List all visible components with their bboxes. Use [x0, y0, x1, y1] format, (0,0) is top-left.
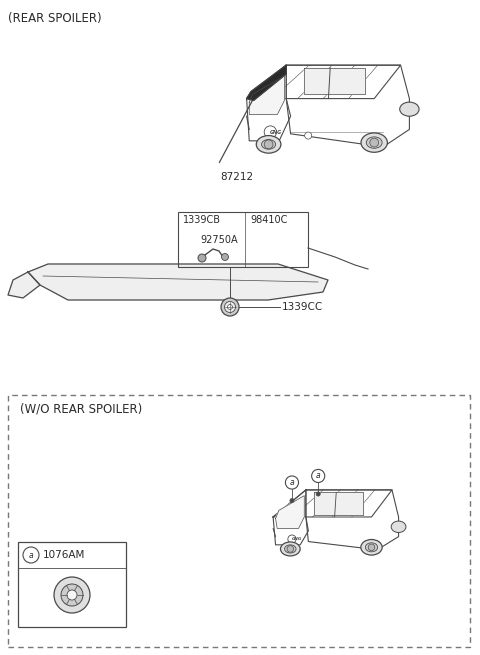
- Text: GNG: GNG: [292, 537, 302, 541]
- Ellipse shape: [256, 136, 281, 153]
- Text: (W/O REAR SPOILER): (W/O REAR SPOILER): [20, 402, 142, 415]
- Circle shape: [221, 253, 228, 261]
- Text: 1339CB: 1339CB: [183, 215, 221, 225]
- Circle shape: [305, 132, 312, 139]
- Polygon shape: [28, 264, 328, 300]
- Text: 98410C: 98410C: [250, 215, 288, 225]
- Ellipse shape: [366, 137, 382, 148]
- Circle shape: [228, 305, 232, 310]
- Circle shape: [54, 577, 90, 613]
- Circle shape: [264, 126, 276, 138]
- Polygon shape: [276, 496, 304, 529]
- Polygon shape: [8, 272, 40, 298]
- Polygon shape: [247, 65, 290, 141]
- Ellipse shape: [400, 102, 419, 116]
- Bar: [178, 212, 308, 267]
- Text: a: a: [316, 472, 321, 481]
- Ellipse shape: [361, 133, 387, 152]
- Circle shape: [225, 301, 236, 312]
- Text: 1339CC: 1339CC: [282, 302, 323, 312]
- Circle shape: [221, 298, 239, 316]
- Polygon shape: [314, 493, 363, 514]
- Circle shape: [370, 138, 379, 147]
- Circle shape: [264, 140, 273, 149]
- Ellipse shape: [280, 542, 300, 556]
- Bar: [18, 542, 126, 627]
- Text: 1076AM: 1076AM: [43, 550, 85, 560]
- Circle shape: [312, 470, 325, 483]
- Circle shape: [288, 535, 296, 543]
- Circle shape: [287, 546, 294, 552]
- Text: (REAR SPOILER): (REAR SPOILER): [8, 12, 102, 25]
- Text: 92750A: 92750A: [200, 235, 238, 245]
- Text: GNG: GNG: [270, 130, 282, 134]
- Text: a: a: [29, 550, 33, 559]
- Text: 87212: 87212: [220, 172, 253, 182]
- Circle shape: [198, 254, 206, 262]
- Polygon shape: [249, 76, 285, 115]
- Circle shape: [61, 584, 83, 606]
- Polygon shape: [286, 65, 409, 147]
- Text: a: a: [289, 478, 294, 487]
- Ellipse shape: [361, 540, 382, 555]
- Polygon shape: [273, 490, 392, 517]
- Circle shape: [316, 492, 320, 496]
- Polygon shape: [273, 490, 308, 545]
- Circle shape: [368, 544, 375, 551]
- FancyBboxPatch shape: [8, 395, 470, 647]
- Ellipse shape: [262, 140, 276, 149]
- Polygon shape: [247, 65, 286, 100]
- Polygon shape: [306, 490, 398, 550]
- Polygon shape: [304, 68, 365, 94]
- Circle shape: [286, 476, 299, 489]
- Circle shape: [290, 498, 294, 502]
- Circle shape: [67, 590, 77, 600]
- Ellipse shape: [391, 521, 406, 533]
- Ellipse shape: [285, 545, 296, 553]
- Ellipse shape: [365, 543, 378, 552]
- Polygon shape: [247, 65, 401, 99]
- Circle shape: [23, 547, 39, 563]
